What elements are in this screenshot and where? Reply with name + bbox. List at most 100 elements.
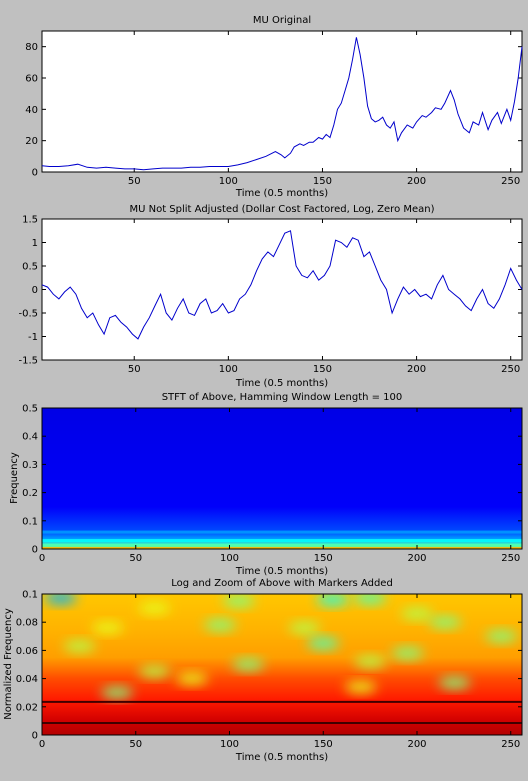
panel-2-ytick-label: 1 xyxy=(32,238,38,249)
panel-3-band xyxy=(42,544,522,548)
panel-3-band xyxy=(42,530,522,534)
panel-4-blob xyxy=(101,686,133,699)
panel-4-blob xyxy=(176,672,208,685)
panel-3-xtick-label: 100 xyxy=(220,553,239,564)
panel-4-blob xyxy=(307,637,340,650)
panel-3-xlabel: Time (0.5 months) xyxy=(235,566,328,577)
panel-1-series-line xyxy=(41,37,523,171)
panel-3-ytick-label: 0.2 xyxy=(22,488,38,499)
panel-4-blob xyxy=(354,594,387,605)
panel-3-ytick-label: 0.5 xyxy=(22,404,38,415)
panel-3-xtick-label: 200 xyxy=(407,553,426,564)
panel-4-blob xyxy=(316,594,349,606)
panel-3-band xyxy=(42,539,522,543)
panel-3-axes-frame xyxy=(41,407,523,550)
panel-1-xtick-label: 100 xyxy=(219,176,238,187)
panel-1-axes xyxy=(41,30,523,173)
panel-4-blob xyxy=(485,630,518,643)
panel-4-ticks: 0 50 100 150 200 250 0 0.02 0.04 0.06 0.08 0.1 xyxy=(16,590,522,750)
panel-2-marks: 50 100 150 200 250 -1.5 -1 -0.5 0 0.5 1 1.5 xyxy=(18,215,523,375)
panel-1-ytick-label: 80 xyxy=(25,42,38,53)
panel-1-xtick-label: 50 xyxy=(128,176,141,187)
panel-4-blob xyxy=(354,655,387,668)
panel-4-xtick-label: 0 xyxy=(39,739,45,750)
panel-2: MU Not Split Adjusted (Dollar Cost Facto… xyxy=(18,204,523,389)
panel-4-xtick-label: 200 xyxy=(407,739,426,750)
panel-2-series-line xyxy=(41,230,523,340)
panel-2-xtick-label: 250 xyxy=(501,364,520,375)
panel-4-ytick-label: 0.1 xyxy=(22,590,38,601)
panel-4-ytick-label: 0.08 xyxy=(16,618,38,629)
panel-3-band xyxy=(42,546,522,549)
panel-4-blob xyxy=(429,616,462,629)
panel-2-xtick-label: 150 xyxy=(313,364,332,375)
panel-4-blob xyxy=(344,681,377,694)
panel-4-blob xyxy=(138,602,171,615)
panel-2-xtick-label: 200 xyxy=(407,364,426,375)
panel-4-blob xyxy=(222,595,255,608)
panel-2-ytick-label: -0.5 xyxy=(18,309,38,320)
panel-1: MU Original 50 100 150 200 250 0 20 40 60 80 Time… xyxy=(25,15,523,199)
panel-3-ytick-label: 0 xyxy=(32,545,38,556)
panel-4-ylabel: Normalized Frequency xyxy=(3,608,14,720)
panel-3-axes-bg xyxy=(42,408,522,549)
panel-2-ytick-label: -1.5 xyxy=(18,356,38,367)
panel-4-blob xyxy=(138,665,171,678)
panel-4-title: Log and Zoom of Above with Markers Added xyxy=(171,578,393,589)
panel-4: Log and Zoom of Above with Markers Added… xyxy=(3,578,523,763)
panel-3-xtick-label: 150 xyxy=(314,553,333,564)
panel-4-blob xyxy=(391,647,424,660)
panel-3-ticks: 0 50 100 150 200 250 0 0.1 0.2 0.3 0.4 0.5 xyxy=(22,404,522,564)
panel-1-ytick-label: 20 xyxy=(25,136,38,147)
panel-4-ytick-label: 0.06 xyxy=(16,646,38,657)
panel-3-xtick-label: 250 xyxy=(501,553,520,564)
panel-4-marks xyxy=(42,594,522,725)
panel-3-ytick-label: 0.4 xyxy=(22,432,38,443)
panel-4-axes-bg xyxy=(42,594,522,735)
panel-1-ytick-label: 60 xyxy=(25,74,38,85)
panel-4-ytick-label: 0.04 xyxy=(16,674,38,685)
panel-4-xtick-label: 50 xyxy=(129,739,142,750)
panel-2-ytick-label: 1.5 xyxy=(22,215,38,226)
panel-4-blob xyxy=(288,621,321,634)
panel-2-ytick-label: 0 xyxy=(32,285,38,296)
panel-3-xtick-label: 50 xyxy=(129,553,142,564)
panel-1-xtick-label: 250 xyxy=(501,176,520,187)
panel-1-title: MU Original xyxy=(253,15,311,26)
panel-1-xtick-label: 200 xyxy=(407,176,426,187)
panel-1-xlabel: Time (0.5 months) xyxy=(235,188,328,199)
panel-3-ylabel: Frequency xyxy=(9,452,20,504)
panel-4-xtick-label: 150 xyxy=(314,739,333,750)
panel-4-blob xyxy=(438,676,471,689)
panel-2-ytick-label: -1 xyxy=(28,332,38,343)
panel-3-marks xyxy=(42,530,522,549)
panel-3-title: STFT of Above, Hamming Window Length = 1… xyxy=(162,392,403,403)
panel-3: STFT of Above, Hamming Window Length = 1… xyxy=(9,392,523,577)
panel-4-blob xyxy=(401,607,433,620)
panel-1-xtick-label: 150 xyxy=(313,176,332,187)
panel-4-blob xyxy=(204,619,237,632)
panel-4-ytick-label: 0 xyxy=(32,731,38,742)
panel-2-xlabel: Time (0.5 months) xyxy=(235,378,328,389)
panel-4-blob xyxy=(63,640,96,653)
panel-2-ytick-label: 0.5 xyxy=(22,262,38,273)
panel-4-blob xyxy=(232,658,265,671)
panel-4-xtick-label: 100 xyxy=(220,739,239,750)
panel-4-xlabel: Time (0.5 months) xyxy=(235,752,328,763)
panel-4-ytick-label: 0.02 xyxy=(16,702,38,713)
panel-2-axes xyxy=(41,218,523,361)
panel-2-xtick-label: 50 xyxy=(128,364,141,375)
panel-1-ytick-label: 40 xyxy=(25,105,38,116)
panel-4-blob xyxy=(91,621,124,634)
panel-4-xtick-label: 250 xyxy=(501,739,520,750)
panel-3-ytick-label: 0.3 xyxy=(22,460,38,471)
panel-3-ytick-label: 0.1 xyxy=(22,516,38,527)
panel-2-xtick-label: 100 xyxy=(219,364,238,375)
panel-1-marks: 50 100 150 200 250 0 20 40 60 80 xyxy=(25,31,523,187)
panel-2-title: MU Not Split Adjusted (Dollar Cost Facto… xyxy=(129,204,434,215)
panel-1-ytick-label: 0 xyxy=(32,168,38,179)
panel-3-xtick-label: 0 xyxy=(39,553,45,564)
panel-4-blob xyxy=(44,594,77,605)
panel-4-axes-frame xyxy=(41,593,523,736)
